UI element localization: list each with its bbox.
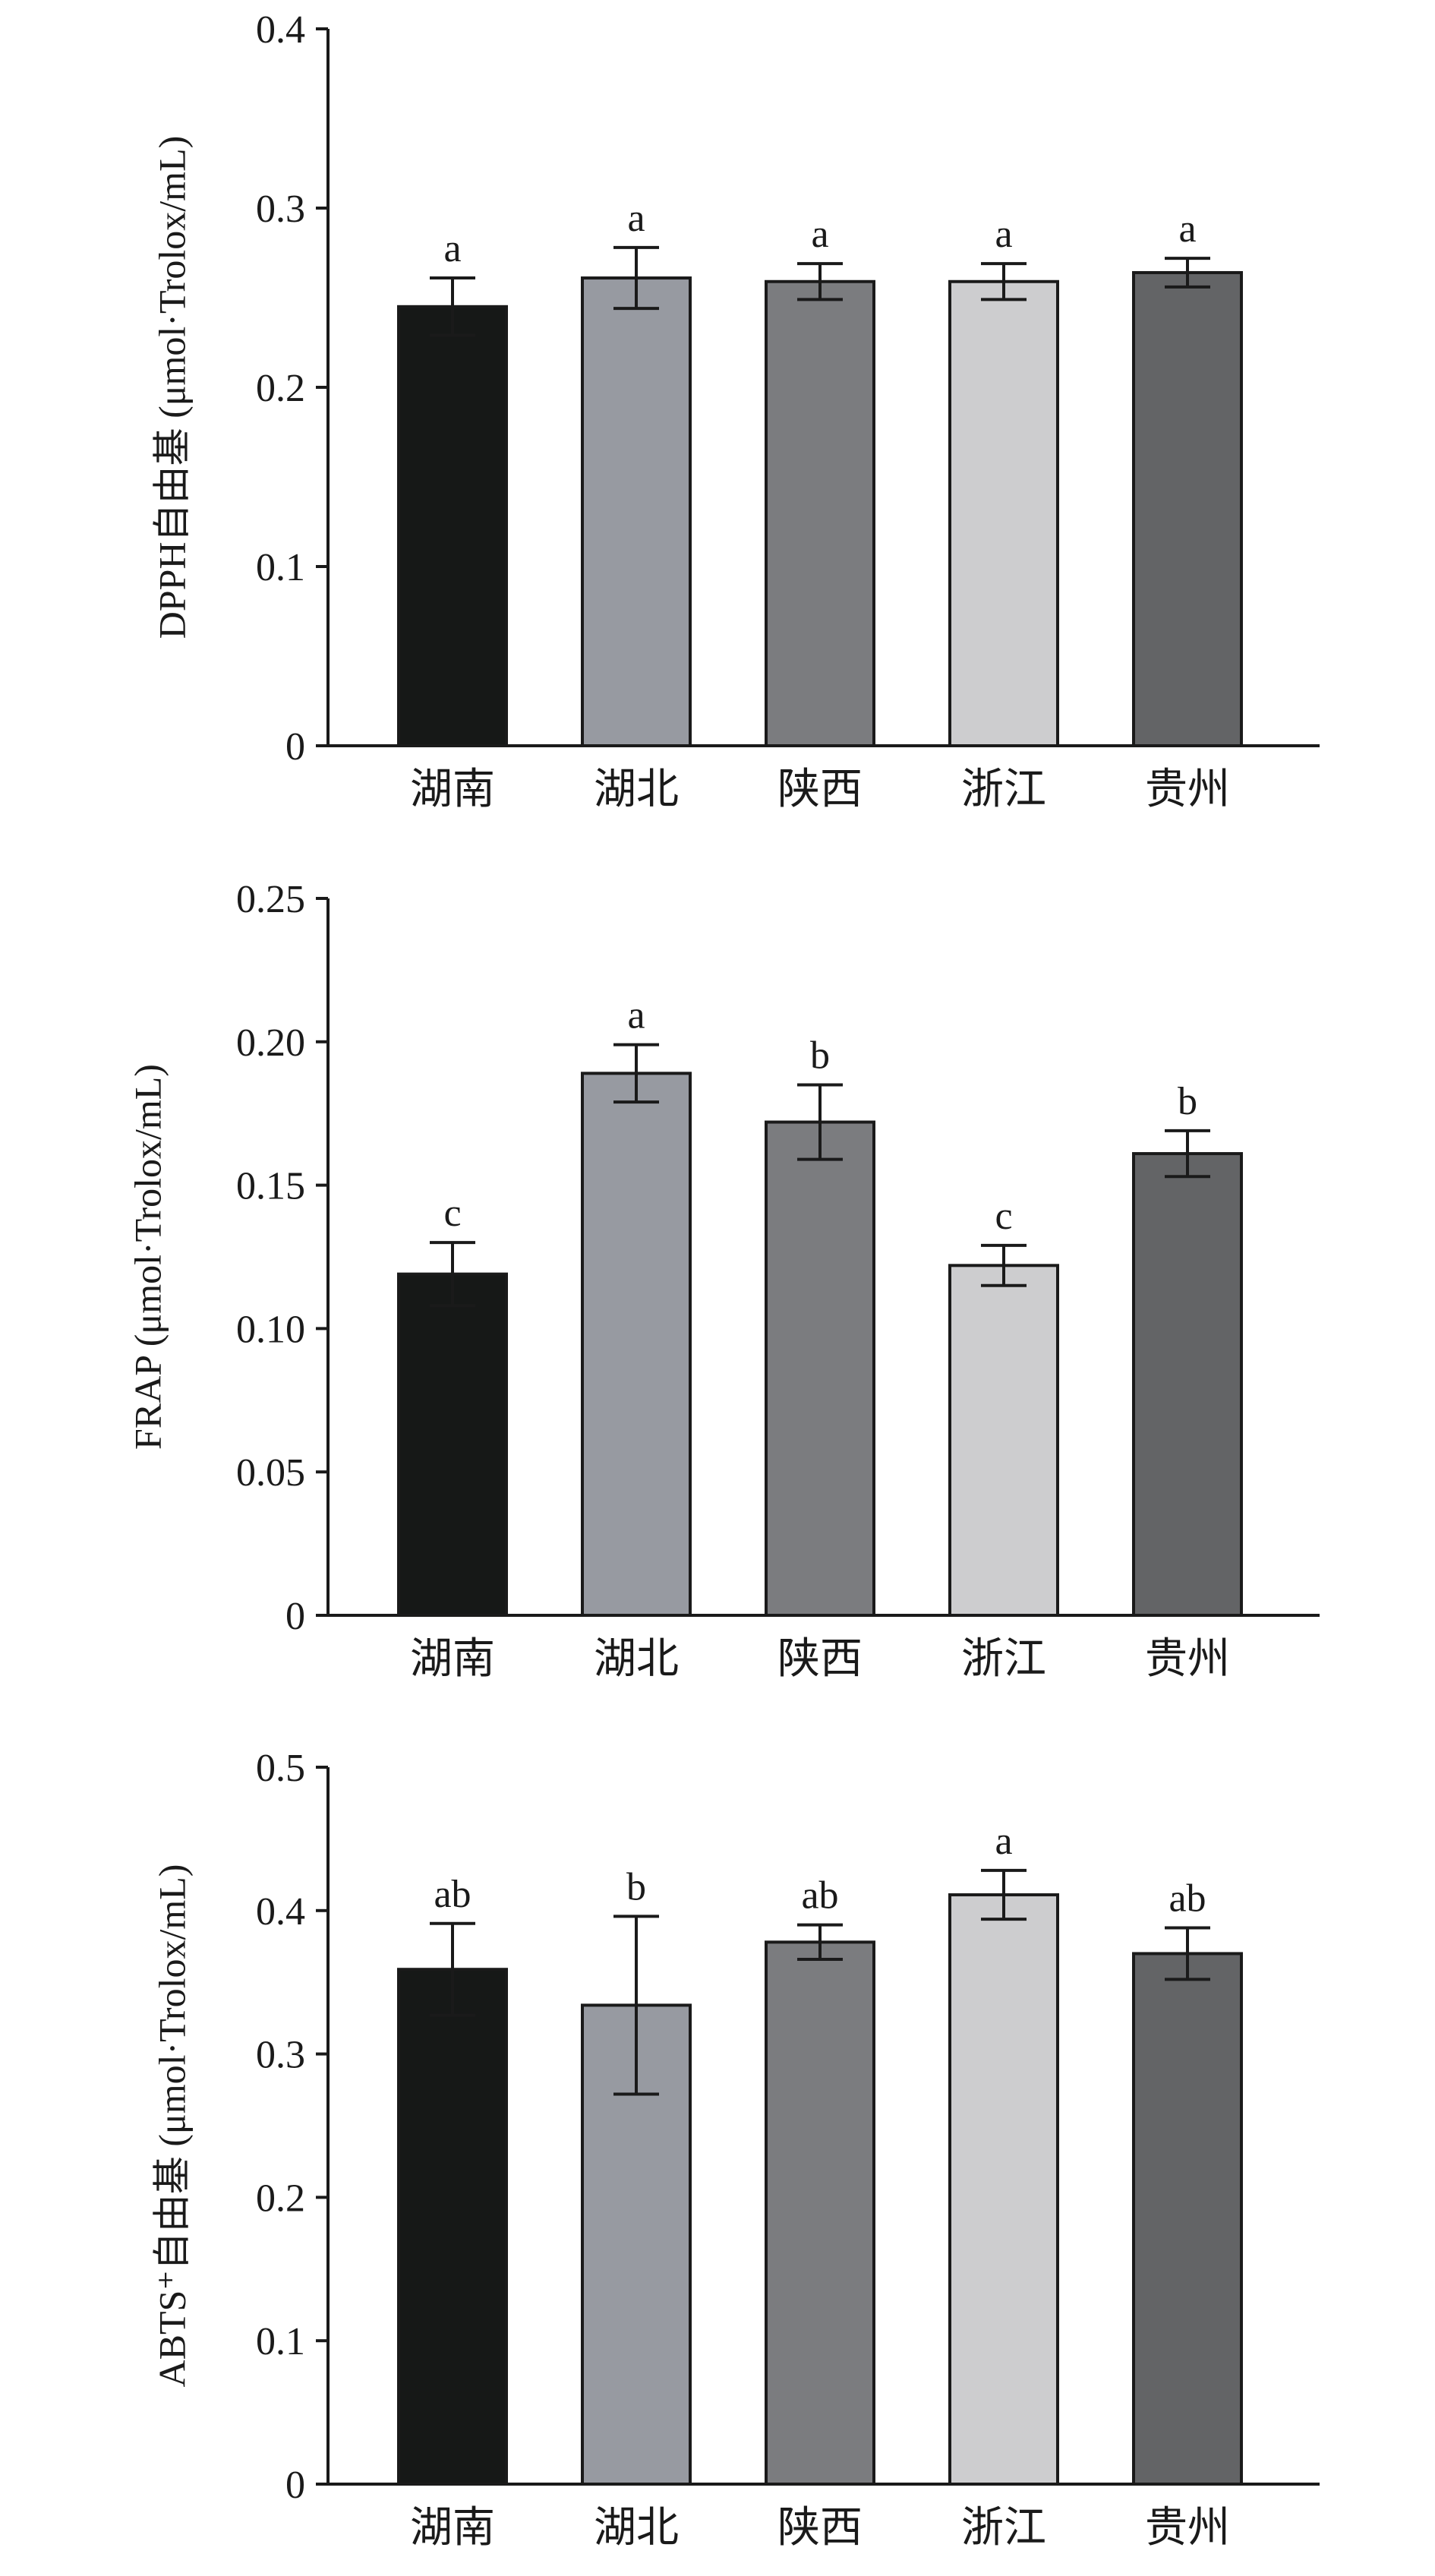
frap-category-label-1: 湖南 — [410, 1636, 495, 1683]
frap-category-label-4: 浙江 — [961, 1636, 1046, 1683]
dpph-category-label-5: 贵州 — [1145, 766, 1230, 813]
abts-category-label-1: 湖南 — [410, 2505, 495, 2552]
frap-y-tick-label: 0.05 — [236, 1451, 305, 1495]
frap-bar-2 — [581, 1072, 692, 1618]
abts-y-tick-label: 0.5 — [256, 1747, 305, 1790]
dpph-significance-label-3: a — [811, 213, 828, 256]
frap-bar-5 — [1132, 1152, 1243, 1617]
frap-bar-4 — [948, 1264, 1059, 1617]
abts-y-tick-label: 0 — [285, 2464, 305, 2507]
abts-y-tick-label: 0.4 — [256, 1890, 305, 1934]
dpph-y-tick-label: 0.2 — [256, 367, 305, 410]
dpph-y-tick-label: 0 — [285, 725, 305, 769]
frap-chart-panel: 0 0.05 0.10 0.15 0.20 0.25 FRAP (μmol·Trolox/m… — [126, 878, 1320, 1683]
frap-y-tick-label: 0.10 — [236, 1308, 305, 1351]
dpph-significance-label-5: a — [1178, 207, 1196, 251]
frap-category-label-5: 贵州 — [1145, 1636, 1230, 1683]
dpph-bar-4 — [948, 279, 1059, 747]
dpph-y-axis-title: DPPH自由基 (μmol·Trolox/mL) — [150, 136, 193, 639]
dpph-significance-label-2: a — [627, 197, 645, 240]
dpph-bar-2 — [581, 276, 692, 748]
dpph-bar-5 — [1132, 270, 1243, 747]
dpph-y-tick-label: 0.3 — [256, 188, 305, 231]
frap-y-tick-label: 0 — [285, 1595, 305, 1638]
abts-bar-3 — [765, 1940, 875, 2486]
abts-y-tick-label: 0.2 — [256, 2177, 305, 2220]
abts-bar-5 — [1132, 1952, 1243, 2486]
frap-y-tick-label: 0.15 — [236, 1165, 305, 1208]
dpph-category-label-2: 湖北 — [594, 766, 679, 813]
abts-significance-label-5: ab — [1168, 1877, 1206, 1920]
abts-bar-1 — [397, 1968, 508, 2486]
dpph-bar-3 — [765, 279, 875, 747]
abts-y-tick-label: 0.1 — [256, 2320, 305, 2363]
dpph-category-label-4: 浙江 — [961, 766, 1046, 813]
frap-significance-label-2: a — [627, 994, 645, 1037]
dpph-category-label-1: 湖南 — [410, 766, 495, 813]
abts-y-tick-label: 0.3 — [256, 2034, 305, 2077]
abts-category-label-5: 贵州 — [1145, 2505, 1230, 2552]
dpph-category-label-3: 陕西 — [777, 766, 863, 813]
frap-bar-3 — [765, 1120, 875, 1617]
abts-significance-label-2: b — [626, 1865, 646, 1908]
abts-significance-label-1: ab — [434, 1873, 471, 1916]
frap-y-tick-label: 0.25 — [236, 878, 305, 921]
dpph-y-tick-label: 0.1 — [256, 546, 305, 589]
frap-significance-label-3: b — [810, 1034, 830, 1077]
abts-category-label-4: 浙江 — [961, 2505, 1046, 2552]
abts-significance-label-3: ab — [801, 1874, 838, 1918]
abts-chart-panel: 0 0.1 0.2 0.3 0.4 0.5 ABTS⁺自由基 (μmol·Trolox/mL… — [150, 1747, 1320, 2552]
dpph-chart-panel: 0 0.1 0.2 0.3 0.4 DPPH自由基 (μmol·Trolox/mL) a 湖南… — [150, 8, 1320, 813]
abts-bar-4 — [948, 1893, 1059, 2486]
frap-category-label-3: 陕西 — [777, 1636, 863, 1683]
frap-bar-1 — [397, 1272, 508, 1617]
dpph-significance-label-4: a — [995, 213, 1012, 256]
dpph-bar-1 — [397, 305, 508, 747]
dpph-significance-label-1: a — [443, 227, 461, 270]
abts-category-label-3: 陕西 — [777, 2505, 863, 2552]
frap-significance-label-5: b — [1178, 1080, 1197, 1123]
dpph-y-tick-label: 0.4 — [256, 8, 305, 52]
abts-y-axis-title: ABTS⁺自由基 (μmol·Trolox/mL) — [150, 1864, 193, 2388]
abts-significance-label-4: a — [995, 1820, 1012, 1863]
frap-category-label-2: 湖北 — [594, 1636, 679, 1683]
frap-y-tick-label: 0.20 — [236, 1021, 305, 1065]
frap-significance-label-1: c — [443, 1192, 461, 1235]
abts-category-label-2: 湖北 — [594, 2505, 679, 2552]
frap-significance-label-4: c — [995, 1195, 1012, 1238]
frap-y-axis-title: FRAP (μmol·Trolox/mL) — [126, 1064, 169, 1450]
